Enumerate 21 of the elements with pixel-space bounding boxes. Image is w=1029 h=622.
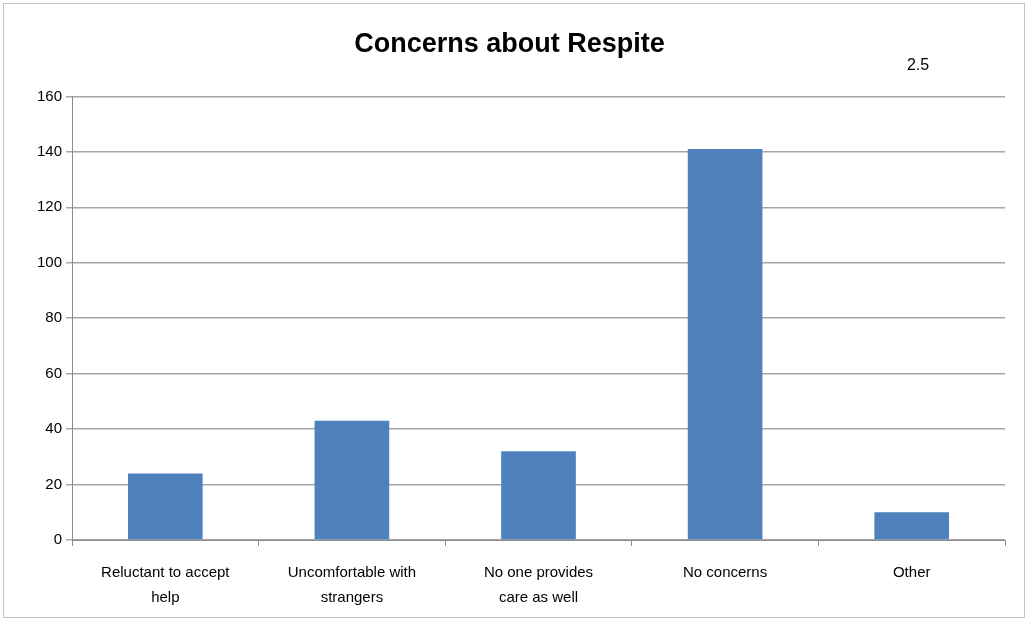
- text: 2.5: [906, 55, 930, 73]
- x-tick-label: Reluctant to accept help: [101, 562, 231, 606]
- x-tick-label: Other: [892, 562, 931, 580]
- bar: [874, 512, 950, 540]
- chart-title: Concerns about Respite: [354, 27, 665, 58]
- x-tick-label: Uncomfortable with strangers: [287, 562, 417, 606]
- y-tick-label: 60: [45, 363, 62, 381]
- bar: [127, 473, 203, 540]
- bar: [314, 420, 390, 540]
- y-tick-label: 80: [45, 308, 62, 326]
- y-tick-label: 140: [36, 141, 62, 159]
- bar: [501, 451, 576, 540]
- x-tick-label: No one provides care as well: [483, 562, 594, 606]
- y-tick-label: 120: [36, 197, 62, 215]
- y-tick-label: 100: [36, 252, 62, 270]
- y-tick-label: 0: [53, 530, 62, 548]
- y-tick-label: 20: [45, 474, 62, 492]
- bar: [687, 149, 763, 540]
- y-tick-label: 40: [45, 419, 62, 437]
- y-tick-label: 160: [36, 86, 62, 104]
- x-tick-label: No concerns: [682, 562, 768, 580]
